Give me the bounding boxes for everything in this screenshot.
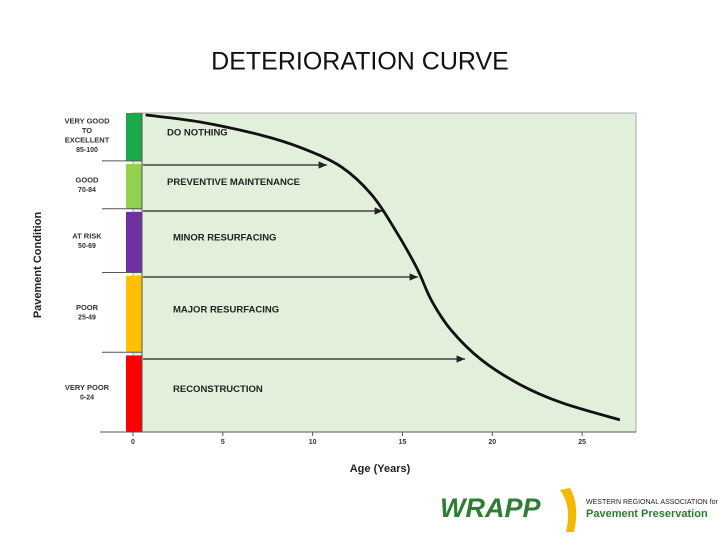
- band-range: 85-100: [76, 147, 98, 154]
- logo: WRAPP WESTERN REGIONAL ASSOCIATION for P…: [440, 488, 719, 532]
- band-label: TO: [82, 126, 92, 135]
- band-label: EXCELLENT: [65, 136, 110, 145]
- condition-band: [126, 113, 142, 161]
- arrows: [143, 161, 465, 363]
- band-action: MAJOR RESURFACING: [173, 304, 279, 315]
- deterioration-curve: [145, 113, 621, 422]
- band-range: 0-24: [80, 394, 94, 401]
- band-action: MINOR RESURFACING: [173, 233, 276, 244]
- x-tick-label: 10: [309, 439, 317, 446]
- logo-tagline: Pavement Preservation: [586, 508, 708, 520]
- logo-mark: [560, 488, 577, 532]
- band-action: PREVENTIVE MAINTENANCE: [167, 177, 300, 188]
- band-range: 25-49: [78, 315, 96, 322]
- band-action: DO NOTHING: [167, 127, 228, 138]
- x-tick-label: 20: [488, 439, 496, 446]
- x-tick-label: 5: [221, 439, 225, 446]
- condition-band: [126, 164, 142, 209]
- plot-area: [132, 112, 637, 433]
- band-label: AT RISK: [72, 231, 102, 240]
- condition-band: [126, 355, 142, 432]
- band-label: VERY POOR: [65, 383, 110, 392]
- band-label: GOOD: [76, 176, 100, 185]
- x-axis-label: Age (Years): [350, 463, 411, 475]
- band-label: POOR: [76, 303, 99, 312]
- slide-title: DETERIORATION CURVE: [211, 48, 509, 76]
- condition-band: [126, 275, 142, 353]
- band-label: VERY GOOD: [64, 117, 110, 126]
- y-axis-label: Pavement Condition: [32, 212, 44, 319]
- x-tick-label: 15: [399, 439, 407, 446]
- band-range: 50-69: [78, 243, 96, 250]
- x-tick-label: 0: [131, 439, 135, 446]
- logo-org: WESTERN REGIONAL ASSOCIATION for: [586, 499, 719, 506]
- condition-band: [126, 211, 142, 273]
- band-action: RECONSTRUCTION: [173, 384, 263, 395]
- logo-name: WRAPP: [440, 493, 541, 523]
- x-tick-label: 25: [578, 439, 586, 446]
- band-range: 70-84: [78, 187, 96, 194]
